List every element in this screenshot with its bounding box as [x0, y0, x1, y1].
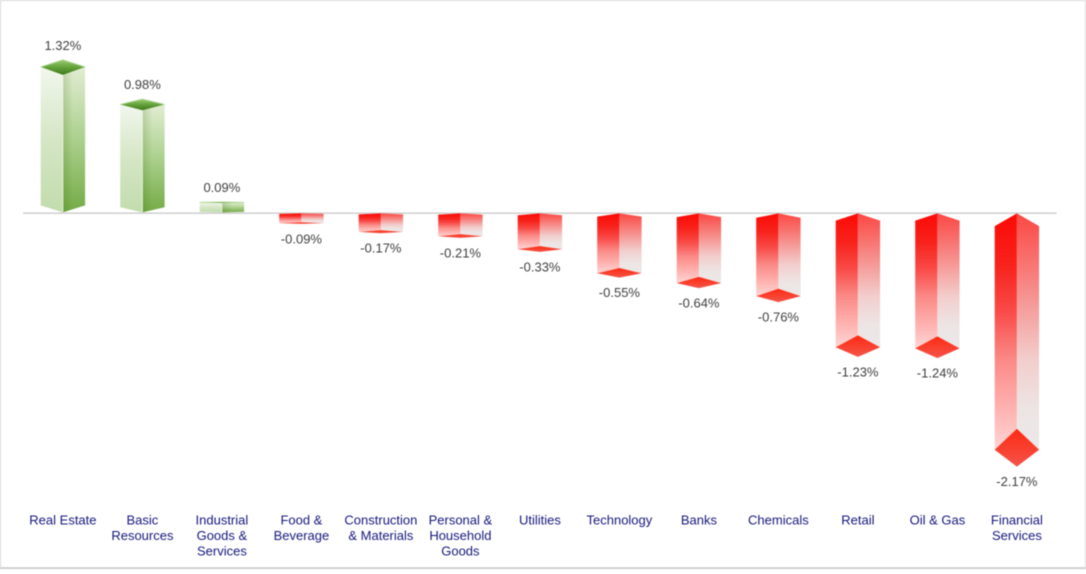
svg-text:Technology: Technology [587, 512, 653, 527]
svg-text:Personal &: Personal & [429, 512, 493, 527]
svg-text:-0.64%: -0.64% [678, 296, 720, 311]
svg-text:Real Estate: Real Estate [29, 512, 96, 527]
svg-text:Household: Household [429, 528, 491, 543]
svg-text:Resources: Resources [111, 528, 174, 543]
svg-text:& Materials: & Materials [348, 528, 414, 543]
svg-text:-0.09%: -0.09% [281, 231, 323, 246]
svg-text:-2.17%: -2.17% [996, 474, 1038, 489]
svg-text:-0.17%: -0.17% [360, 241, 402, 256]
svg-text:-1.23%: -1.23% [837, 364, 879, 379]
svg-text:-0.33%: -0.33% [519, 259, 561, 274]
svg-text:Food &: Food & [280, 512, 322, 527]
svg-text:Utilities: Utilities [519, 512, 561, 527]
svg-text:Construction: Construction [344, 512, 417, 527]
svg-text:Goods &: Goods & [197, 528, 248, 543]
svg-text:-0.21%: -0.21% [440, 245, 482, 260]
svg-text:Financial: Financial [991, 512, 1043, 527]
svg-text:Services: Services [197, 543, 247, 558]
svg-text:Retail: Retail [841, 512, 874, 527]
svg-text:-0.76%: -0.76% [758, 310, 800, 325]
svg-text:Beverage: Beverage [274, 528, 330, 543]
svg-text:Goods: Goods [441, 543, 480, 558]
svg-text:Basic: Basic [127, 512, 159, 527]
svg-text:-0.55%: -0.55% [599, 285, 641, 300]
svg-text:1.32%: 1.32% [44, 38, 81, 53]
svg-text:Chemicals: Chemicals [748, 512, 809, 527]
svg-text:Banks: Banks [681, 512, 718, 527]
svg-text:Oil & Gas: Oil & Gas [910, 512, 966, 527]
svg-text:Services: Services [992, 528, 1042, 543]
svg-text:-1.24%: -1.24% [917, 366, 959, 381]
svg-text:0.09%: 0.09% [203, 180, 240, 195]
svg-text:Industrial: Industrial [196, 512, 249, 527]
svg-text:0.98%: 0.98% [124, 77, 161, 92]
